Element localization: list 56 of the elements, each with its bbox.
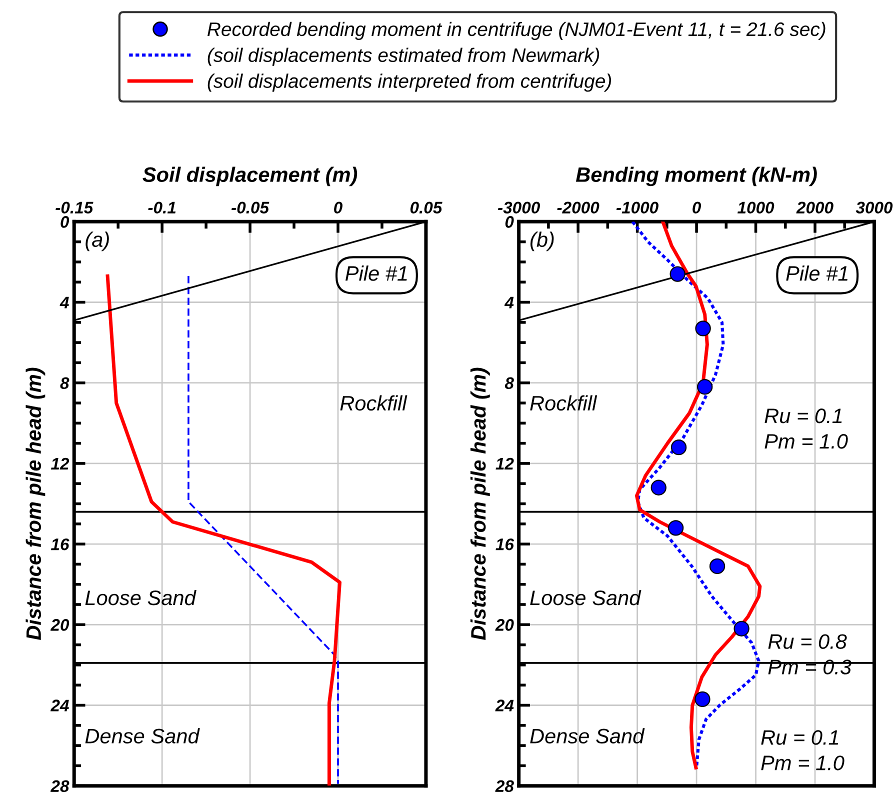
x-tick-label: 3000	[856, 202, 893, 214]
y-tick-label: 0	[505, 216, 514, 228]
y-tick-label: 24	[50, 700, 69, 712]
x-tick-label: 2000	[796, 202, 834, 214]
annotation: Dense Sand	[85, 728, 200, 744]
y-tick-label: 16	[50, 538, 70, 550]
point	[670, 266, 686, 282]
x-axis-title: Bending moment (kN-m)	[576, 166, 817, 186]
x-tick-label: -2000	[557, 202, 600, 214]
annotation: Loose Sand	[530, 590, 642, 606]
legend-label: (soil displacements estimated from Newmark)	[208, 48, 600, 66]
legend-label: (soil displacements interpreted from centrifuge)	[208, 74, 612, 92]
y-tick-label: 28	[495, 780, 514, 792]
y-tick-label: 8	[504, 377, 514, 390]
annotation: Ru = 0.1 Pm = 1.0	[764, 408, 848, 449]
x-tick-label: 1000	[738, 202, 774, 214]
point	[696, 379, 713, 395]
legend-label: Recorded bending moment in centrifuge (NJM01-Event 11, t = 21.6 sec)	[208, 22, 826, 40]
annotation: Rockfill	[530, 395, 598, 411]
x-tick-label: -0.05	[232, 202, 270, 214]
x-tick-label: 0	[334, 202, 342, 214]
x-tick-label: -0.15	[56, 202, 94, 214]
annotation: Ru = 0.1 Pm = 1.0	[761, 730, 844, 770]
annotation: Dense Sand	[530, 728, 645, 744]
x-tick-label: -1000	[616, 202, 658, 214]
y-tick-label: 12	[496, 458, 514, 470]
x-tick-label: 0.05	[410, 202, 442, 214]
point	[650, 480, 666, 496]
annotation: Pile #1	[345, 266, 407, 281]
annotation: (a)	[86, 232, 109, 252]
y-axis-title: Distance from pile head (m)	[470, 368, 490, 640]
point	[709, 558, 726, 574]
x-tick-label: -0.1	[148, 202, 176, 214]
y-axis-title: Distance from pile head (m)	[26, 368, 46, 640]
y-tick-label: 4	[504, 296, 514, 308]
point	[694, 691, 710, 708]
point	[670, 439, 687, 456]
y-tick-label: 16	[496, 538, 514, 550]
y-tick-label: 28	[50, 780, 70, 792]
y-tick-label: 0	[60, 216, 70, 228]
point	[734, 620, 750, 637]
annotation: Rockfill	[340, 395, 408, 411]
point	[695, 320, 711, 336]
y-tick-label: 4	[60, 296, 69, 308]
annotation: Pile #1	[786, 266, 848, 281]
annotation: Loose Sand	[85, 590, 196, 606]
y-tick-label: 12	[50, 458, 70, 470]
annotation: (b)	[530, 232, 554, 252]
y-tick-label: 20	[50, 619, 70, 631]
y-tick-label: 24	[495, 700, 514, 712]
y-tick-label: 20	[495, 619, 514, 631]
x-tick-label: -3000	[498, 202, 540, 214]
x-tick-label: 0	[692, 202, 702, 214]
point	[668, 520, 684, 536]
y-tick-label: 8	[60, 377, 70, 390]
x-axis-title: Soil displacement (m)	[142, 166, 358, 186]
